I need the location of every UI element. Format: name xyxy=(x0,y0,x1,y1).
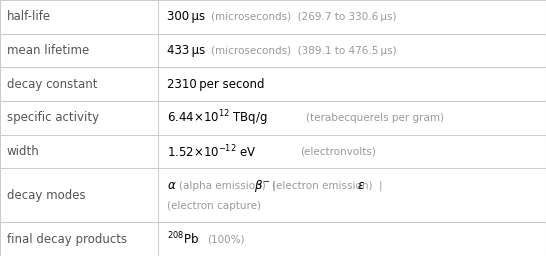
Text: specific activity: specific activity xyxy=(7,111,99,124)
Text: (electron emission)  |: (electron emission) | xyxy=(272,180,389,191)
Text: (microseconds)  (269.7 to 330.6 μs): (microseconds) (269.7 to 330.6 μs) xyxy=(211,12,397,22)
Text: $1.52{\times}10^{-12}$ eV: $1.52{\times}10^{-12}$ eV xyxy=(167,143,256,160)
Text: $\epsilon$: $\epsilon$ xyxy=(357,179,365,192)
Text: half-life: half-life xyxy=(7,10,51,23)
Text: (electron capture): (electron capture) xyxy=(167,201,260,211)
Text: decay modes: decay modes xyxy=(7,189,85,202)
Text: (microseconds)  (389.1 to 476.5 μs): (microseconds) (389.1 to 476.5 μs) xyxy=(211,46,397,56)
Text: final decay products: final decay products xyxy=(7,233,127,246)
Text: (alpha emission)  |: (alpha emission) | xyxy=(179,180,282,191)
Text: $\beta^{-}$: $\beta^{-}$ xyxy=(254,178,271,194)
Text: $6.44{\times}10^{12}$ TBq/g: $6.44{\times}10^{12}$ TBq/g xyxy=(167,108,267,128)
Text: 2310 per second: 2310 per second xyxy=(167,78,264,91)
Text: $^{208}$Pb: $^{208}$Pb xyxy=(167,231,199,248)
Text: 300 μs: 300 μs xyxy=(167,10,205,23)
Text: (terabecquerels per gram): (terabecquerels per gram) xyxy=(306,113,444,123)
Text: (100%): (100%) xyxy=(207,234,245,244)
Text: width: width xyxy=(7,145,39,158)
Text: 433 μs: 433 μs xyxy=(167,44,205,57)
Text: decay constant: decay constant xyxy=(7,78,97,91)
Text: mean lifetime: mean lifetime xyxy=(7,44,89,57)
Text: (electronvolts): (electronvolts) xyxy=(300,147,376,157)
Text: $\alpha$: $\alpha$ xyxy=(167,179,176,192)
